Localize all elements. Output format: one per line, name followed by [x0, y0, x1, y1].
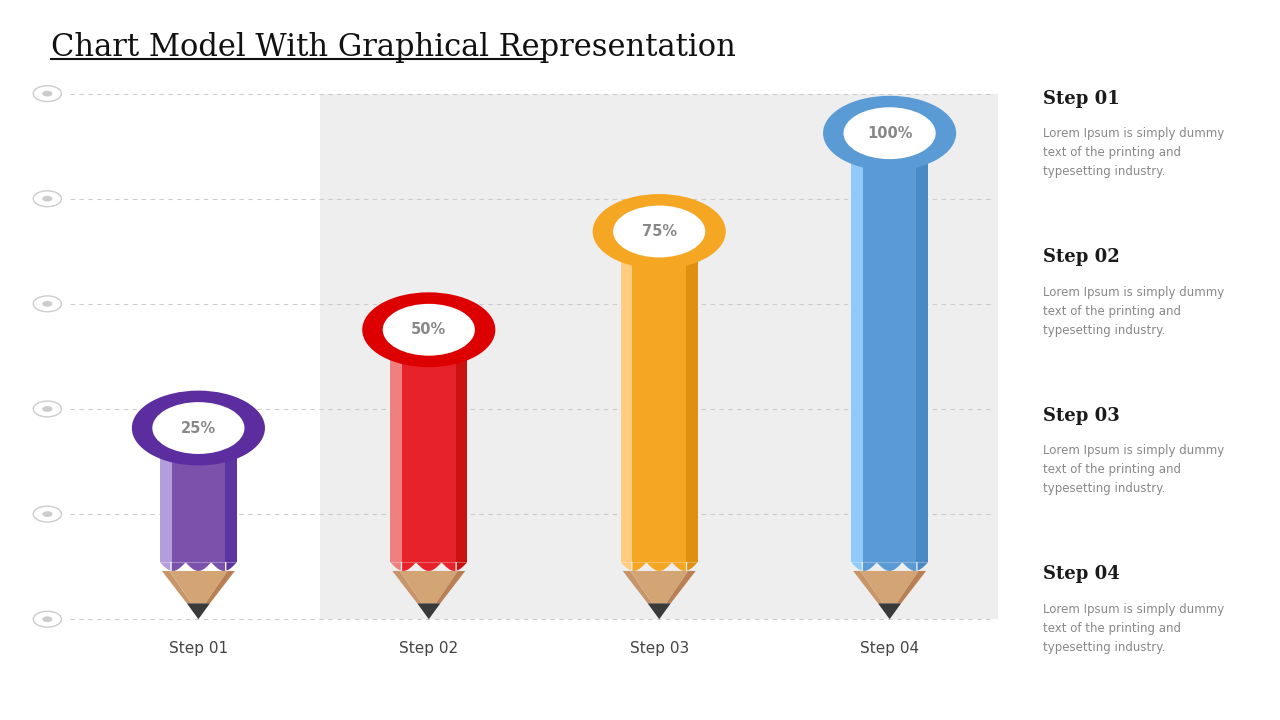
Polygon shape	[666, 571, 696, 603]
Text: Lorem Ipsum is simply dummy
text of the printing and
typesetting industry.: Lorem Ipsum is simply dummy text of the …	[1043, 127, 1225, 179]
Polygon shape	[417, 603, 440, 619]
Polygon shape	[863, 133, 916, 562]
Text: 25%: 25%	[180, 420, 216, 436]
Polygon shape	[205, 571, 236, 603]
Polygon shape	[621, 562, 631, 570]
Polygon shape	[687, 562, 698, 570]
Text: Step 04: Step 04	[1043, 565, 1120, 583]
Circle shape	[42, 196, 52, 202]
Polygon shape	[187, 603, 210, 619]
Circle shape	[593, 194, 726, 269]
Text: Lorem Ipsum is simply dummy
text of the printing and
typesetting industry.: Lorem Ipsum is simply dummy text of the …	[1043, 444, 1225, 495]
Polygon shape	[632, 232, 686, 562]
Polygon shape	[457, 562, 467, 570]
Circle shape	[42, 91, 52, 96]
Polygon shape	[390, 330, 402, 562]
Circle shape	[42, 301, 52, 307]
Polygon shape	[392, 571, 422, 603]
Circle shape	[823, 96, 956, 171]
Circle shape	[132, 390, 265, 466]
Circle shape	[42, 511, 52, 517]
Polygon shape	[402, 562, 456, 571]
Text: Lorem Ipsum is simply dummy
text of the printing and
typesetting industry.: Lorem Ipsum is simply dummy text of the …	[1043, 603, 1225, 654]
Circle shape	[33, 611, 61, 627]
Text: Step 03: Step 03	[630, 641, 689, 656]
Polygon shape	[851, 562, 861, 570]
Polygon shape	[878, 603, 901, 619]
Text: Step 04: Step 04	[860, 641, 919, 656]
Text: 50%: 50%	[411, 323, 447, 337]
Circle shape	[383, 304, 475, 356]
Circle shape	[33, 506, 61, 522]
Polygon shape	[632, 562, 686, 571]
Text: Step 01: Step 01	[169, 641, 228, 656]
Polygon shape	[854, 571, 883, 603]
Circle shape	[33, 296, 61, 312]
Polygon shape	[402, 330, 456, 562]
Polygon shape	[686, 232, 698, 562]
FancyBboxPatch shape	[320, 94, 998, 619]
Circle shape	[42, 616, 52, 622]
Polygon shape	[896, 571, 927, 603]
Text: Lorem Ipsum is simply dummy
text of the printing and
typesetting industry.: Lorem Ipsum is simply dummy text of the …	[1043, 286, 1225, 337]
Polygon shape	[435, 571, 466, 603]
Polygon shape	[621, 232, 632, 562]
Polygon shape	[160, 428, 172, 562]
Polygon shape	[172, 562, 225, 571]
Polygon shape	[916, 133, 928, 562]
Polygon shape	[160, 562, 170, 570]
Polygon shape	[390, 562, 401, 570]
Text: Step 01: Step 01	[1043, 90, 1120, 108]
Polygon shape	[172, 428, 225, 562]
Circle shape	[844, 107, 936, 159]
Circle shape	[613, 205, 705, 258]
Polygon shape	[851, 133, 863, 562]
Polygon shape	[225, 428, 237, 562]
Polygon shape	[630, 571, 689, 603]
Circle shape	[33, 191, 61, 207]
Text: Chart Model With Graphical Representation: Chart Model With Graphical Representatio…	[51, 32, 736, 63]
Circle shape	[33, 401, 61, 417]
Circle shape	[42, 406, 52, 412]
Polygon shape	[648, 603, 671, 619]
Polygon shape	[399, 571, 458, 603]
Polygon shape	[863, 562, 916, 571]
Polygon shape	[163, 571, 192, 603]
Text: Step 02: Step 02	[1043, 248, 1120, 266]
Polygon shape	[860, 571, 919, 603]
Circle shape	[362, 292, 495, 367]
Polygon shape	[623, 571, 653, 603]
Text: Step 02: Step 02	[399, 641, 458, 656]
Text: 100%: 100%	[867, 126, 913, 140]
Polygon shape	[227, 562, 237, 570]
Polygon shape	[918, 562, 928, 570]
Circle shape	[152, 402, 244, 454]
Polygon shape	[169, 571, 228, 603]
Polygon shape	[456, 330, 467, 562]
Text: 75%: 75%	[641, 224, 677, 239]
Circle shape	[33, 86, 61, 102]
Text: Step 03: Step 03	[1043, 407, 1120, 425]
